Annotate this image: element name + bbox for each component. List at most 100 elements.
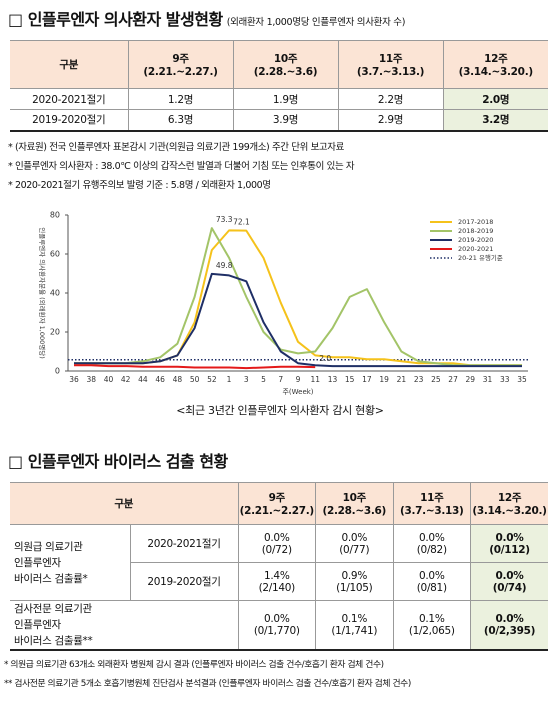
x-tick-label: 36 <box>69 375 79 384</box>
x-tick-label: 48 <box>173 375 183 384</box>
x-tick-label: 44 <box>138 375 148 384</box>
cell-text: 바이러스 검출률** <box>14 635 93 647</box>
row: 2019-2020절기 1.4% (2/140) 0.9% (1/105) 0.0% (0/… <box>10 562 549 601</box>
header-row: 구분 9주 (2.21.~2.27.) 10주 (2.28.~3.6) 11주 (3.7.~… <box>10 40 548 89</box>
cell-text: 0.0% <box>419 569 445 582</box>
cell: 0.1% (1/1,741) <box>315 600 394 651</box>
cell: 0.1% (1/2,065) <box>392 600 472 651</box>
header-cell: 9주 (2.21.~2.27.) <box>237 482 317 525</box>
cell-text: (3.7.~3.13.) <box>356 66 425 78</box>
x-tick-label: 31 <box>483 375 493 384</box>
cell-text: 0.0% <box>264 613 290 625</box>
cell: 0.0% (0/2,395) <box>470 600 549 651</box>
cell-text: (0/82) <box>416 543 447 556</box>
x-tick-label: 38 <box>86 375 96 384</box>
cell: 6.3명 <box>127 109 234 132</box>
x-tick-label: 11 <box>310 375 320 384</box>
cell-text: 인플루엔자 <box>14 556 61 569</box>
cell-text: (0/112) <box>489 543 530 556</box>
header-cell: 10주 (2.28.~3.6) <box>315 482 394 525</box>
cell-text: (2.28.~3.6) <box>253 66 318 78</box>
cell: 3.9명 <box>232 109 339 132</box>
cell: 1.4% (2/140) <box>237 562 317 601</box>
cell: 1.2명 <box>127 88 234 110</box>
legend-label: 2018-2019 <box>458 227 493 235</box>
title-text: □ 인플루엔자 의사환자 발생현황 <box>8 10 223 29</box>
cell: 1.9명 <box>232 88 339 110</box>
x-tick-label: 50 <box>190 375 200 384</box>
x-tick-label: 13 <box>328 375 338 384</box>
chart-caption: <최근 3년간 인플루엔자 의사환자 감시 현황> <box>176 404 384 417</box>
cell-text: (2.21.~2.27.) <box>143 66 218 78</box>
x-tick-label: 29 <box>466 375 476 384</box>
x-axis-label: 주(Week) <box>282 388 313 396</box>
x-tick-label: 19 <box>379 375 389 384</box>
table: 구분 9주 (2.21.~2.27.) 10주 (2.28.~3.6) 11주 (3.7.~… <box>10 482 549 651</box>
cell-text: 11주 <box>420 492 444 504</box>
footnote: ** 검사전문 의료기관 5개소 호흡기병원체 진단검사 분석결과 (인플루엔자… <box>4 679 411 689</box>
cell-text: 11주 <box>378 53 403 65</box>
cell-text: (1/105) <box>336 581 373 594</box>
legend-label: 2017-2018 <box>458 218 493 226</box>
cell-text: 0.1% <box>341 613 368 625</box>
x-tick-label: 27 <box>448 375 458 384</box>
cell-text: 1.4% <box>264 569 290 582</box>
cell-text: 검사전문 의료기관 <box>14 603 92 615</box>
cell-text: 9주 <box>268 492 286 504</box>
cell: 2019-2020절기 <box>130 562 239 601</box>
cell-text: (2/140) <box>258 581 296 594</box>
cell-text: 0.0% <box>495 613 524 625</box>
cell-text: 10주 <box>273 53 298 65</box>
y-tick-label: 80 <box>50 211 60 220</box>
x-tick-label: 15 <box>345 375 355 384</box>
x-tick-label: 1 <box>227 375 232 384</box>
cell-text: (0/74) <box>492 581 527 594</box>
cell-text: 12주 <box>484 53 508 65</box>
section-title: □ 인플루엔자 바이러스 검출 현황 <box>8 448 228 472</box>
cell-text: 0.1% <box>419 613 445 625</box>
cell-text: (2.28.~3.6) <box>322 505 387 517</box>
cell: 0.9% (1/105) <box>315 562 394 601</box>
note: * 인플루엔자 의사환자 : 38.0℃ 이상의 갑작스런 발열과 더불어 기침… <box>8 161 355 172</box>
x-tick-label: 17 <box>362 375 372 384</box>
header-row: 구분 9주 (2.21.~2.27.) 10주 (2.28.~3.6) 11주 (3.7.~… <box>10 482 549 525</box>
cell-text: (0/2,395) <box>483 625 536 637</box>
cell: 2.0명 <box>442 88 548 110</box>
cell-text: 0.0% <box>419 531 445 544</box>
cell-text: 9주 <box>172 53 189 65</box>
x-tick-label: 46 <box>155 375 165 384</box>
x-tick-label: 40 <box>104 375 114 384</box>
y-tick-label: 0 <box>55 367 60 376</box>
section-title: □ 인플루엔자 의사환자 발생현황 (외래환자 1,000명당 인플루엔자 의사환… <box>8 6 405 30</box>
cell-text: (0/77) <box>339 543 370 556</box>
annotation: 49.8 <box>216 261 233 270</box>
cell-text: 0.0% <box>264 531 290 544</box>
cell-text: (0/72) <box>261 543 292 556</box>
table: 구분 9주 (2.21.~2.27.) 10주 (2.28.~3.6) 11주 (3.7.~… <box>10 40 548 132</box>
x-tick-label: 25 <box>431 375 441 384</box>
note: * (자료원) 전국 인플루엔자 표본감시 기관(의원급 의료기관 199개소)… <box>8 142 344 153</box>
cell: 0.0% (0/81) <box>392 562 472 601</box>
cell: 0.0% (0/82) <box>392 524 472 563</box>
x-tick-label: 52 <box>207 375 217 384</box>
annotation: 73.3 <box>216 215 233 224</box>
cell-text: 0.0% <box>495 569 524 582</box>
cell: 2.9명 <box>337 109 444 132</box>
subtitle: (외래환자 1,000명당 인플루엔자 의사환자 수) <box>226 17 406 28</box>
cell-text: 의원급 의료기관 <box>14 540 83 553</box>
header-cell: 구분 <box>10 40 129 89</box>
cell-text: 10주 <box>342 492 367 504</box>
cell-text: 0.0% <box>495 531 524 544</box>
x-tick-label: 9 <box>296 375 301 384</box>
y-axis-label: 인플루엔자 의사환자분율 (외래환자 1,000명당) <box>38 227 47 359</box>
cell: 0.0% (0/72) <box>237 524 317 563</box>
title-text: □ 인플루엔자 바이러스 검출 현황 <box>8 452 228 471</box>
cell-text: 0.0% <box>341 531 368 544</box>
cell-text: (2.21.~2.27.) <box>239 505 315 517</box>
cell-text: (3.14.~3.20.) <box>458 66 534 78</box>
header-cell: 12주 (3.14.~3.20.) <box>442 40 548 89</box>
x-tick-label: 5 <box>261 375 266 384</box>
cell: 2020-2021절기 <box>10 88 129 110</box>
x-tick-label: 33 <box>500 375 510 384</box>
